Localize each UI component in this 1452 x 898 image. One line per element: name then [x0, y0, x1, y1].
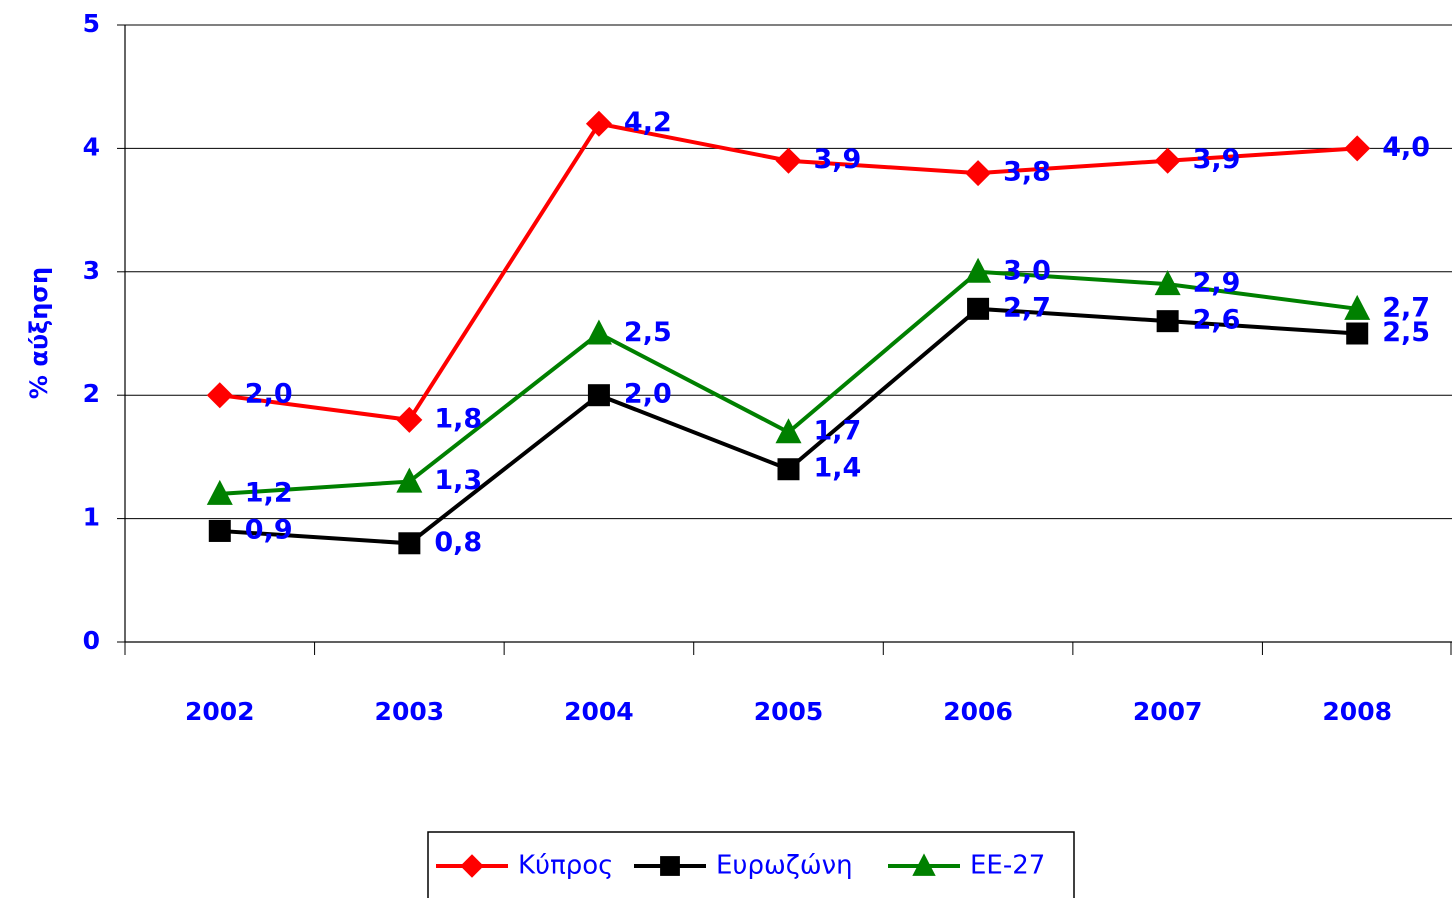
y-axis-label: % αύξηση — [25, 267, 53, 399]
legend-label: ΕΕ-27 — [970, 851, 1045, 881]
y-tick-label: 2 — [83, 379, 100, 408]
x-tick-label: 2003 — [375, 697, 445, 726]
data-label: 2,9 — [1193, 268, 1241, 299]
marker — [967, 297, 990, 320]
data-label: 1,7 — [814, 416, 862, 447]
marker — [1344, 294, 1371, 320]
marker — [775, 418, 802, 444]
marker — [460, 854, 484, 878]
x-tick-label: 2002 — [185, 697, 255, 726]
data-label: 2,0 — [245, 379, 293, 410]
data-label: 2,7 — [1003, 292, 1051, 323]
data-label: 3,8 — [1003, 157, 1051, 188]
data-label: 2,5 — [624, 317, 672, 348]
marker — [398, 532, 421, 555]
data-label: 1,3 — [434, 465, 482, 496]
marker — [775, 147, 802, 174]
data-label: 1,8 — [434, 403, 482, 434]
marker — [777, 458, 800, 481]
x-tick-label: 2006 — [943, 697, 1013, 726]
data-label: 4,0 — [1382, 132, 1430, 163]
data-label: 0,9 — [245, 514, 293, 545]
marker — [206, 479, 233, 505]
x-tick-label: 2008 — [1322, 697, 1392, 726]
marker — [1346, 322, 1369, 345]
data-label: 2,7 — [1382, 292, 1430, 323]
y-tick-label: 4 — [83, 132, 100, 161]
y-tick-label: 0 — [83, 626, 100, 655]
y-tick-label: 1 — [83, 503, 100, 532]
data-label: 0,8 — [434, 527, 482, 558]
x-tick-label: 2007 — [1133, 697, 1203, 726]
legend-label: Κύπρος — [518, 851, 613, 881]
x-tick-label: 2005 — [754, 697, 824, 726]
y-tick-label: 3 — [83, 256, 100, 285]
marker — [1344, 135, 1371, 162]
legend-box — [427, 831, 1075, 898]
data-label: 2,6 — [1193, 305, 1241, 336]
marker — [208, 519, 231, 542]
x-tick-label: 2004 — [564, 697, 634, 726]
data-label: 2,5 — [1382, 317, 1430, 348]
data-label: 1,4 — [814, 453, 862, 484]
marker — [965, 257, 992, 283]
y-tick-label: 5 — [83, 9, 100, 38]
data-label: 3,0 — [1003, 255, 1051, 286]
data-label: 1,2 — [245, 477, 293, 508]
marker — [587, 384, 610, 407]
marker — [396, 406, 423, 433]
marker — [1154, 270, 1181, 296]
marker — [585, 319, 612, 345]
data-label: 3,9 — [1193, 144, 1241, 175]
marker — [1156, 310, 1179, 333]
marker — [585, 110, 612, 137]
data-label: 4,2 — [624, 107, 672, 138]
marker — [206, 382, 233, 409]
marker — [1154, 147, 1181, 174]
marker — [660, 856, 680, 876]
data-label: 2,0 — [624, 379, 672, 410]
data-label: 3,9 — [814, 144, 862, 175]
marker — [396, 467, 423, 493]
legend-label: Ευρωζώνη — [716, 851, 853, 881]
marker — [965, 160, 992, 187]
marker — [912, 853, 936, 876]
